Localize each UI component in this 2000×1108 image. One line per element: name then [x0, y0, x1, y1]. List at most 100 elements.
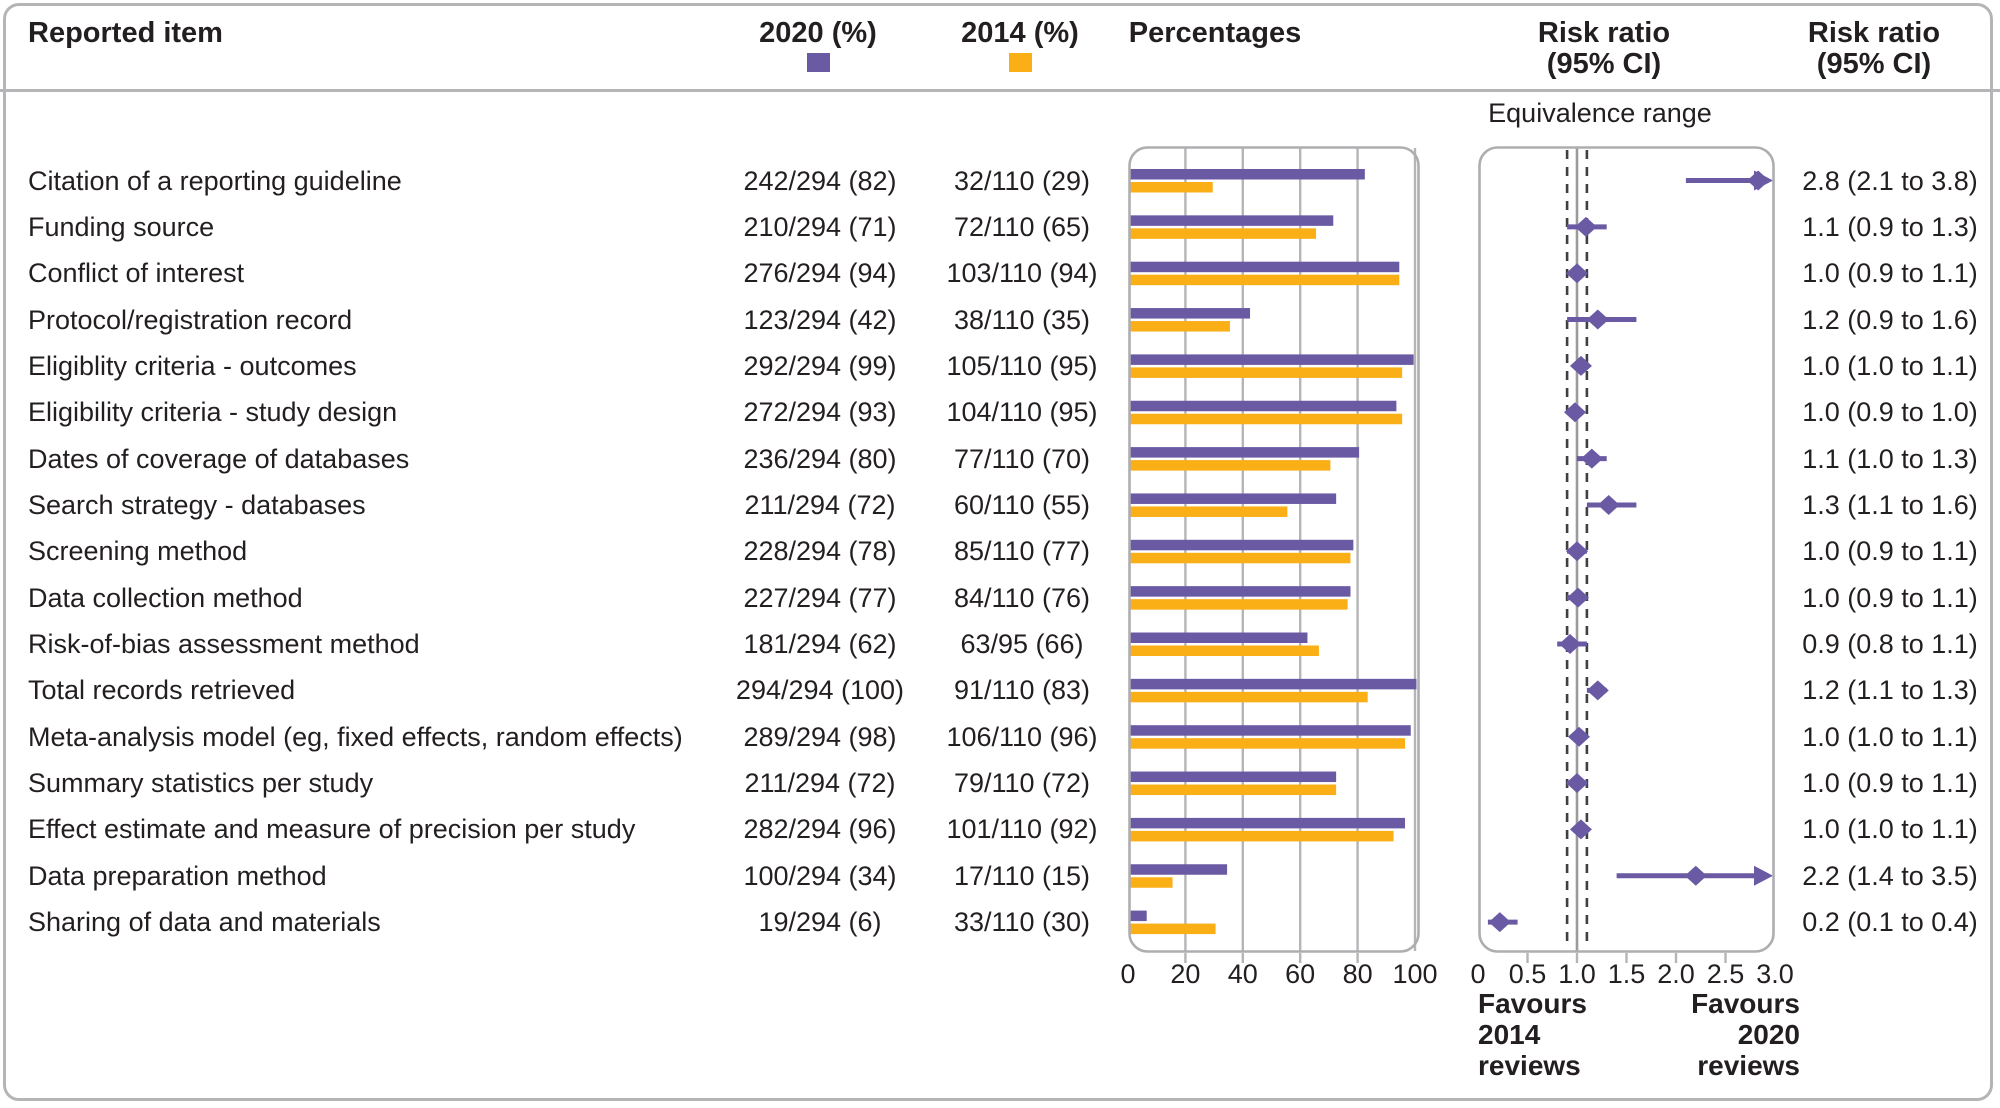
row-value-2014: 77/110 (70) — [953, 443, 1091, 474]
risk-ratio-diamond — [1566, 263, 1588, 284]
row-value-2014: 63/95 (66) — [960, 629, 1084, 659]
bar-2014 — [1129, 460, 1331, 471]
bar-2014 — [1129, 877, 1173, 888]
bar-2014 — [1129, 506, 1288, 517]
bar-2014 — [1129, 784, 1337, 796]
bar-2020 — [1129, 910, 1147, 922]
column-header-2014: 2014 (%) — [961, 17, 1079, 49]
bar-axis-tick-label: 20 — [1170, 959, 1201, 989]
row-label: Sharing of data and materials — [28, 907, 381, 938]
row-value-2020: 276/294 (94) — [743, 258, 897, 289]
row-value-2020: 272/294 (93) — [743, 397, 897, 428]
bar-axis-tick-label: 40 — [1227, 959, 1258, 989]
row-value-2020: 210/294 (71) — [743, 211, 897, 242]
row-value-2020: 228/294 (78) — [743, 536, 897, 567]
row-label: Summary statistics per study — [28, 768, 374, 799]
bar-2020 — [1129, 539, 1354, 551]
legend-2014-swatch — [1009, 53, 1032, 72]
row-label: Effect estimate and measure of precision… — [28, 814, 636, 845]
bar-2020 — [1129, 493, 1337, 504]
column-header-reported-item: Reported item — [28, 17, 223, 49]
bar-2014 — [1129, 182, 1213, 193]
row-value-2020: 100/294 (34) — [743, 860, 897, 891]
figure-border — [3, 3, 1993, 1101]
bar-axis-tick-label: 80 — [1342, 959, 1373, 989]
risk-ratio-diamond — [1564, 402, 1587, 423]
bar-2014 — [1129, 691, 1368, 703]
risk-ratio-diamond — [1586, 680, 1609, 701]
row-value-2014: 91/110 (83) — [953, 675, 1091, 706]
risk-ratio-diamond — [1569, 819, 1592, 840]
risk-ratio-diamond — [1597, 494, 1620, 515]
risk-ratio-diamond — [1566, 773, 1588, 794]
bar-2014 — [1129, 321, 1230, 332]
row-label: Eligiblity criteria - outcomes — [28, 350, 357, 381]
legend-2020-swatch — [807, 53, 830, 72]
row-risk-ratio-ci: 1.0 (1.0 to 1.1) — [1802, 814, 1978, 845]
column-header-percentages: Percentages — [1128, 17, 1302, 49]
row-value-2020: 123/294 (42) — [743, 304, 897, 335]
row-value-2014: 38/110 (35) — [953, 304, 1091, 335]
bar-2020 — [1129, 678, 1417, 690]
bar-2014 — [1129, 645, 1319, 656]
risk-ratio-diamond — [1747, 170, 1770, 191]
row-label: Data preparation method — [28, 860, 327, 891]
row-risk-ratio-ci: 1.1 (1.0 to 1.3) — [1802, 443, 1978, 474]
risk-ratio-diamond — [1569, 355, 1592, 376]
row-risk-ratio-ci: 0.9 (0.8 to 1.1) — [1802, 629, 1978, 659]
forest-panel-border — [1478, 146, 1775, 953]
row-label: Eligibility criteria - study design — [28, 397, 398, 428]
row-value-2014: 103/110 (94) — [946, 258, 1098, 289]
row-risk-ratio-ci: 1.0 (0.9 to 1.1) — [1802, 258, 1978, 289]
row-label: Screening method — [28, 536, 248, 567]
rr-axis-tick-label: 3.0 — [1756, 959, 1794, 989]
bar-panel-border — [1128, 146, 1420, 953]
rr-axis-tick-label: 0.5 — [1508, 959, 1547, 989]
risk-ratio-diamond — [1574, 216, 1597, 237]
row-risk-ratio-ci: 1.0 (0.9 to 1.0) — [1802, 397, 1978, 428]
bar-2014 — [1129, 738, 1406, 749]
row-value-2020: 181/294 (62) — [743, 629, 897, 659]
row-value-2014: 101/110 (92) — [946, 814, 1098, 845]
bar-2020 — [1129, 817, 1406, 829]
row-risk-ratio-ci: 1.0 (0.9 to 1.1) — [1802, 582, 1978, 613]
row-label: Protocol/registration record — [28, 304, 353, 335]
row-risk-ratio-ci: 0.2 (0.1 to 0.4) — [1802, 907, 1978, 938]
bar-axis-tick-label: 100 — [1392, 959, 1438, 989]
column-header-risk-ratio-values: Risk ratio (95% CI) — [1807, 17, 1941, 80]
risk-ratio-diamond — [1566, 587, 1589, 608]
rr-axis-tick-label: 2.5 — [1706, 959, 1745, 989]
bar-2014 — [1129, 228, 1317, 239]
bar-2020 — [1129, 632, 1308, 643]
rr-axis-tick-label: 1.0 — [1558, 959, 1596, 989]
row-value-2014: 60/110 (55) — [953, 489, 1091, 520]
bar-2020 — [1129, 261, 1400, 273]
column-header-2020: 2020 (%) — [759, 17, 877, 49]
risk-ratio-diamond — [1586, 309, 1609, 330]
bar-2020 — [1129, 725, 1411, 736]
row-value-2014: 104/110 (95) — [946, 397, 1098, 428]
row-label: Citation of a reporting guideline — [28, 165, 402, 196]
equivalence-range-label: Equivalence range — [1488, 98, 1712, 128]
row-value-2014: 105/110 (95) — [946, 350, 1098, 381]
row-label: Data collection method — [28, 582, 303, 613]
header-separator — [0, 89, 2000, 92]
row-value-2014: 79/110 (72) — [953, 768, 1091, 799]
row-risk-ratio-ci: 1.0 (0.9 to 1.1) — [1802, 536, 1978, 567]
row-value-2020: 242/294 (82) — [743, 165, 897, 196]
bar-2020 — [1129, 308, 1251, 319]
row-value-2020: 282/294 (96) — [743, 814, 897, 845]
row-risk-ratio-ci: 1.3 (1.1 to 1.6) — [1802, 489, 1978, 520]
row-value-2014: 33/110 (30) — [953, 907, 1091, 938]
row-value-2014: 32/110 (29) — [953, 165, 1091, 196]
risk-ratio-diamond — [1566, 541, 1588, 562]
row-risk-ratio-ci: 1.2 (1.1 to 1.3) — [1802, 675, 1978, 706]
risk-ratio-diamond — [1488, 912, 1511, 933]
risk-ratio-diamond — [1567, 726, 1590, 747]
row-label: Funding source — [28, 211, 215, 242]
column-header-risk-ratio-plot: Risk ratio (95% CI) — [1537, 17, 1671, 80]
bar-axis-tick-label: 60 — [1285, 959, 1316, 989]
favours-2014-label: Favours 2014 reviews — [1478, 988, 1587, 1081]
row-label: Meta-analysis model (eg, fixed effects, … — [28, 721, 683, 752]
